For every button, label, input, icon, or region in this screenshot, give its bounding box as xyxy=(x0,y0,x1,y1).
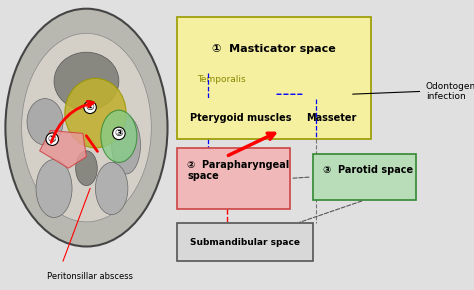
Ellipse shape xyxy=(112,116,140,174)
Ellipse shape xyxy=(22,33,151,222)
Text: Temporalis: Temporalis xyxy=(197,75,246,84)
FancyBboxPatch shape xyxy=(177,148,290,209)
Ellipse shape xyxy=(95,162,128,215)
Text: ③: ③ xyxy=(115,128,123,138)
Ellipse shape xyxy=(65,78,126,148)
Ellipse shape xyxy=(101,110,137,162)
Ellipse shape xyxy=(5,9,167,246)
Text: Pterygoid muscles: Pterygoid muscles xyxy=(191,113,292,123)
Ellipse shape xyxy=(76,151,97,186)
Text: ①  Masticator space: ① Masticator space xyxy=(212,44,336,53)
Ellipse shape xyxy=(54,52,119,110)
Ellipse shape xyxy=(27,99,63,145)
Text: Odontogenic
infection: Odontogenic infection xyxy=(426,82,474,101)
Text: Peritonsillar abscess: Peritonsillar abscess xyxy=(47,272,133,281)
FancyBboxPatch shape xyxy=(177,17,371,139)
FancyBboxPatch shape xyxy=(177,223,313,261)
FancyBboxPatch shape xyxy=(313,154,416,200)
Ellipse shape xyxy=(36,160,72,218)
Text: ②  Parapharyngeal
space: ② Parapharyngeal space xyxy=(187,160,290,181)
Text: ①: ① xyxy=(86,102,94,112)
Text: Submandibular space: Submandibular space xyxy=(190,238,300,247)
Text: ②: ② xyxy=(48,134,56,144)
Polygon shape xyxy=(40,130,86,168)
Text: Masseter: Masseter xyxy=(306,113,357,123)
Text: ③  Parotid space: ③ Parotid space xyxy=(322,165,413,175)
